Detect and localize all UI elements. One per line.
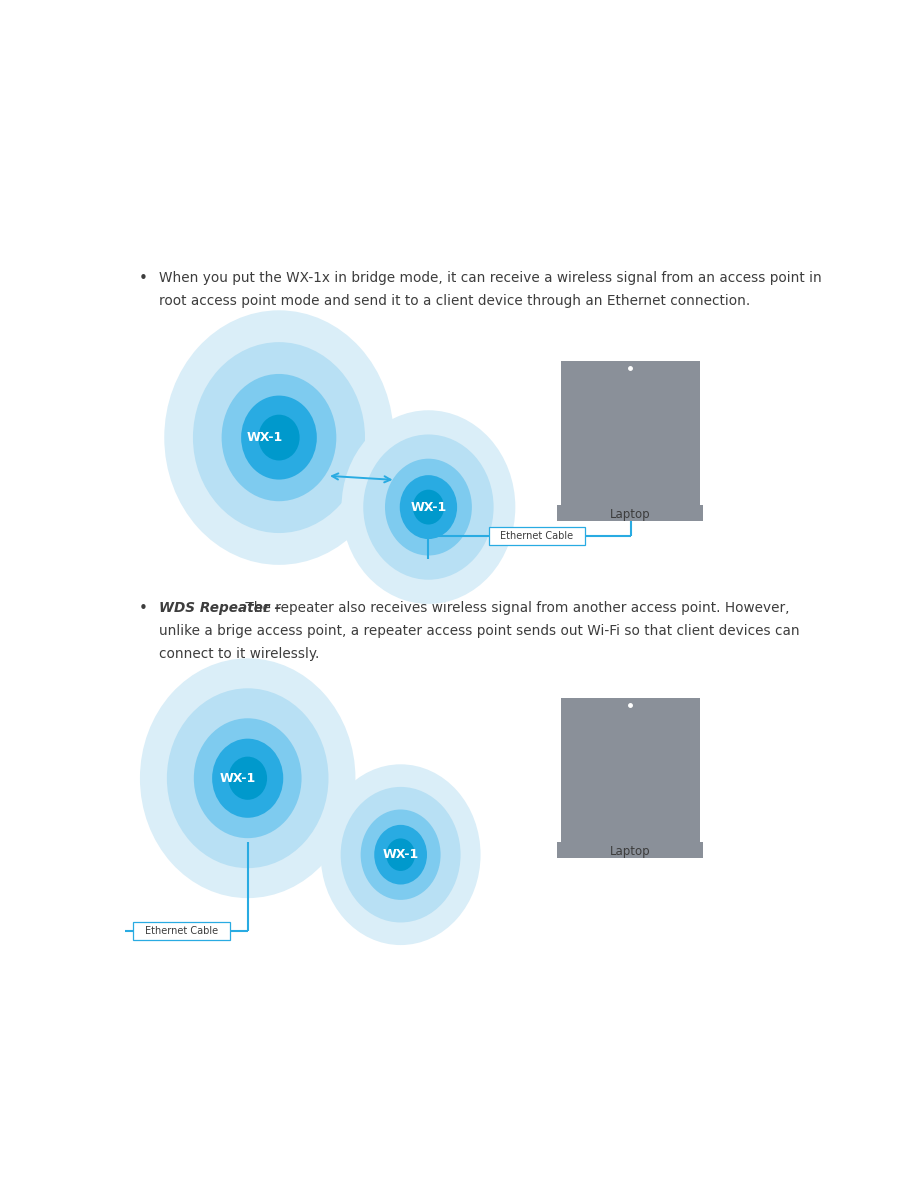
Ellipse shape xyxy=(193,343,365,533)
Text: WX-1: WX-1 xyxy=(247,431,283,444)
Ellipse shape xyxy=(374,825,427,884)
Ellipse shape xyxy=(258,414,300,461)
Text: WX-1: WX-1 xyxy=(410,501,447,514)
Ellipse shape xyxy=(385,458,472,556)
Text: WDS Repeater –: WDS Repeater – xyxy=(160,601,282,615)
Text: Ethernet Cable: Ethernet Cable xyxy=(145,926,218,937)
Ellipse shape xyxy=(413,489,444,525)
Ellipse shape xyxy=(222,374,336,501)
Ellipse shape xyxy=(194,719,301,838)
Ellipse shape xyxy=(140,658,355,898)
Text: WX-1: WX-1 xyxy=(382,848,419,862)
FancyBboxPatch shape xyxy=(557,505,703,521)
Ellipse shape xyxy=(241,395,317,480)
Ellipse shape xyxy=(212,739,283,818)
FancyBboxPatch shape xyxy=(134,922,230,940)
FancyBboxPatch shape xyxy=(561,361,700,505)
Text: The repeater also receives wireless signal from another access point. However,: The repeater also receives wireless sign… xyxy=(240,601,789,615)
Ellipse shape xyxy=(400,475,457,539)
Ellipse shape xyxy=(320,764,481,945)
Ellipse shape xyxy=(167,688,328,869)
Text: Ethernet Cable: Ethernet Cable xyxy=(501,531,573,541)
Text: unlike a brige access point, a repeater access point sends out Wi-Fi so that cli: unlike a brige access point, a repeater … xyxy=(160,624,800,638)
Text: WX-1: WX-1 xyxy=(219,772,256,784)
FancyBboxPatch shape xyxy=(561,699,700,841)
Ellipse shape xyxy=(361,809,440,900)
FancyBboxPatch shape xyxy=(557,841,703,858)
Text: root access point mode and send it to a client device through an Ethernet connec: root access point mode and send it to a … xyxy=(160,294,751,308)
FancyBboxPatch shape xyxy=(489,527,585,545)
Ellipse shape xyxy=(363,434,493,580)
Text: When you put the WX-1x in bridge mode, it can receive a wireless signal from an : When you put the WX-1x in bridge mode, i… xyxy=(160,271,823,284)
Text: •: • xyxy=(138,601,147,616)
Text: •: • xyxy=(138,271,147,286)
Text: Laptop: Laptop xyxy=(610,508,650,521)
Text: connect to it wirelessly.: connect to it wirelessly. xyxy=(160,647,319,660)
Ellipse shape xyxy=(341,787,460,922)
Ellipse shape xyxy=(164,311,394,565)
Ellipse shape xyxy=(229,757,267,800)
Ellipse shape xyxy=(342,411,515,605)
Ellipse shape xyxy=(387,839,415,871)
Text: Laptop: Laptop xyxy=(610,845,650,858)
